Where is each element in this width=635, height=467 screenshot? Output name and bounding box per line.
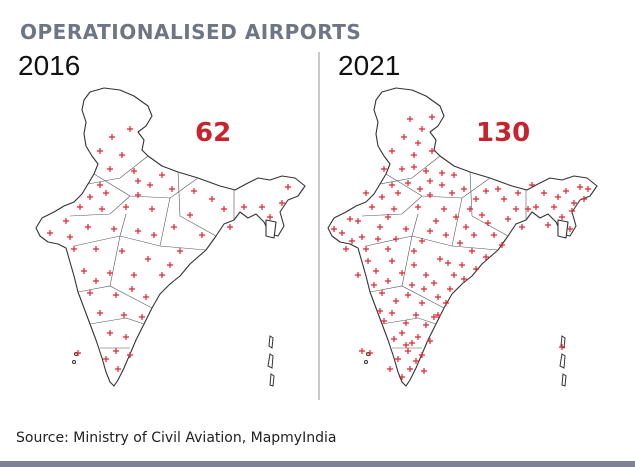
airport-markers xyxy=(331,114,591,380)
year-label-2021: 2021 xyxy=(338,50,401,81)
airport-count-2021: 130 xyxy=(476,118,531,148)
airport-count-2016: 62 xyxy=(195,118,232,148)
state-borders xyxy=(69,155,235,349)
india-outline xyxy=(35,87,306,387)
india-outline xyxy=(327,87,598,387)
bottom-bar xyxy=(0,461,635,467)
panel-divider xyxy=(318,52,320,400)
year-label-2016: 2016 xyxy=(18,50,81,81)
airport-markers xyxy=(47,126,291,372)
chart-title: OPERATIONALISED AIRPORTS xyxy=(20,20,362,44)
source-note: Source: Ministry of Civil Aviation, Mapm… xyxy=(16,430,337,446)
india-map-2016 xyxy=(35,87,306,387)
island-territories xyxy=(364,335,567,387)
island-territories xyxy=(72,335,275,387)
state-borders xyxy=(361,155,527,349)
india-map-2021 xyxy=(327,87,598,387)
